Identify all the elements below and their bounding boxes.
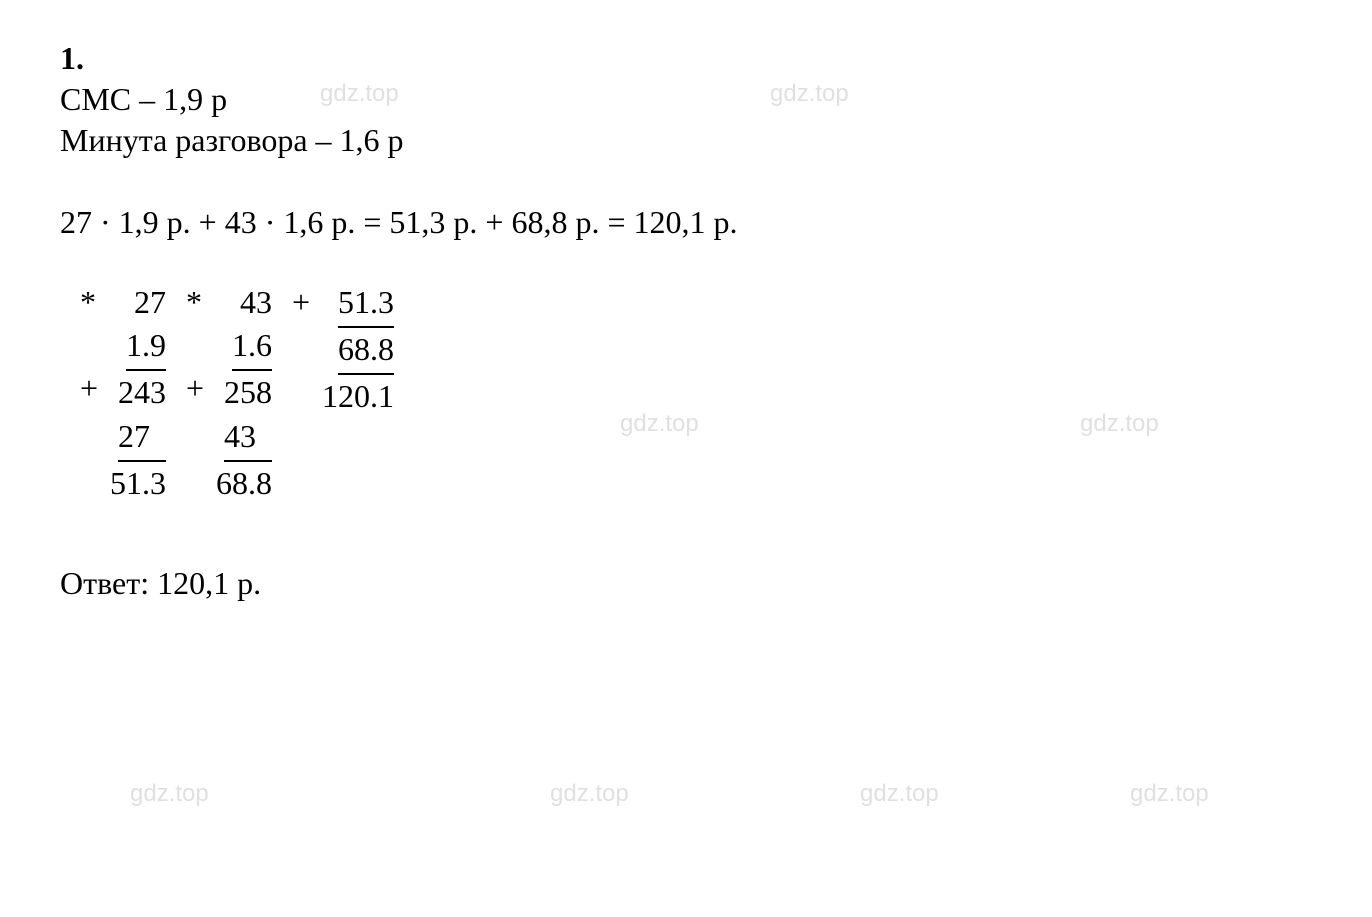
mult-sign: * [186, 281, 202, 324]
add-sign: + [186, 367, 204, 410]
calc-value: 43 [224, 418, 256, 454]
watermark: gdz.top [550, 780, 629, 808]
calc-mult-1: * 27 1.9 + 243 27 51.3 [110, 281, 166, 505]
calc-value: 51.3 [338, 284, 394, 320]
equation: 27 · 1,9 р. + 43 · 1,6 р. = 51,3 р. + 68… [60, 204, 1312, 241]
given-sms: СМС – 1,9 р [60, 81, 1312, 118]
calc-result: 120.1 [322, 375, 394, 418]
calc-value: 27 [118, 418, 150, 454]
calc-value: 1.9 [126, 324, 166, 371]
watermark: gdz.top [860, 780, 939, 808]
calc-value: 27 [134, 284, 166, 320]
watermark: gdz.top [1130, 780, 1209, 808]
problem-number: 1. [60, 40, 1312, 77]
add-sign: + [80, 367, 98, 410]
mult-sign: * [80, 281, 96, 324]
calc-add-1: + 51.3 68.8 120.1 [322, 281, 394, 419]
calc-value: 68.8 [338, 328, 394, 375]
calc-value: 243 [118, 374, 166, 410]
answer: Ответ: 120,1 р. [60, 565, 1312, 602]
given-minute: Минута разговора – 1,6 р [60, 122, 1312, 159]
watermark: gdz.top [130, 780, 209, 808]
add-sign: + [292, 281, 310, 324]
calc-mult-2: * 43 1.6 + 258 43 68.8 [216, 281, 272, 505]
calc-value: 258 [224, 374, 272, 410]
calc-value: 1.6 [232, 324, 272, 371]
calc-value: 43 [240, 284, 272, 320]
calc-result: 68.8 [216, 462, 272, 505]
calculations-row: * 27 1.9 + 243 27 51.3 * 43 1.6 + 258 43… [110, 281, 1312, 505]
calc-result: 51.3 [110, 462, 166, 505]
